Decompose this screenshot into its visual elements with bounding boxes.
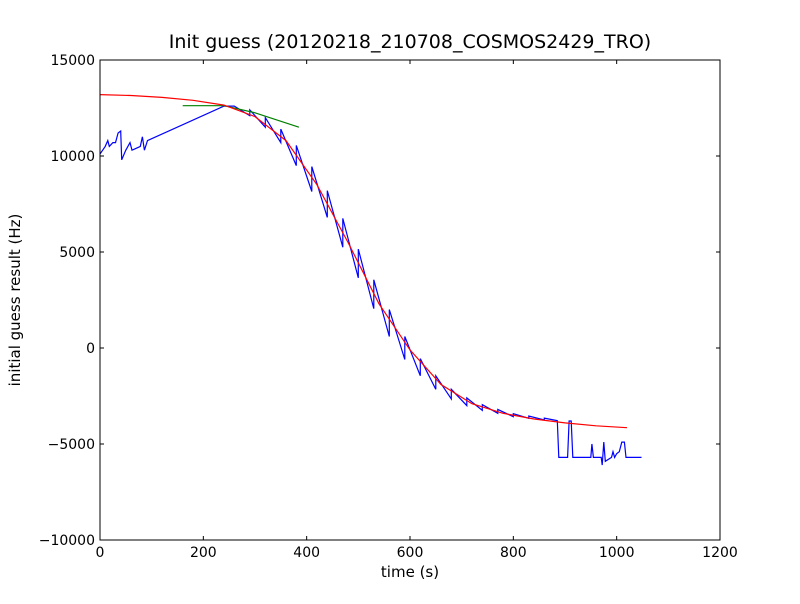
x-tick-label: 400 [293,545,320,561]
x-tick-label: 1200 [702,545,738,561]
y-tick-label: 0 [86,341,95,357]
x-axis-label: time (s) [381,563,439,581]
x-tick-label: 200 [190,545,217,561]
chart-title: Init guess (20120218_210708_COSMOS2429_T… [169,31,651,53]
series-line-fit [100,94,628,429]
series-line-initial [182,105,300,128]
y-tick-label: −5000 [48,437,95,453]
y-tick-label: 5000 [59,245,95,261]
x-tick-label: 800 [500,545,527,561]
y-tick-label: 15000 [50,53,95,69]
series-line-measured [100,105,642,466]
x-tick-label: 1000 [599,545,635,561]
x-tick-label: 600 [397,545,424,561]
y-tick-label: −10000 [39,533,95,549]
x-tick-label: 0 [96,545,105,561]
y-axis-label: initial guess result (Hz) [6,214,24,387]
plot-frame [99,59,721,541]
y-tick-label: 10000 [50,149,95,165]
